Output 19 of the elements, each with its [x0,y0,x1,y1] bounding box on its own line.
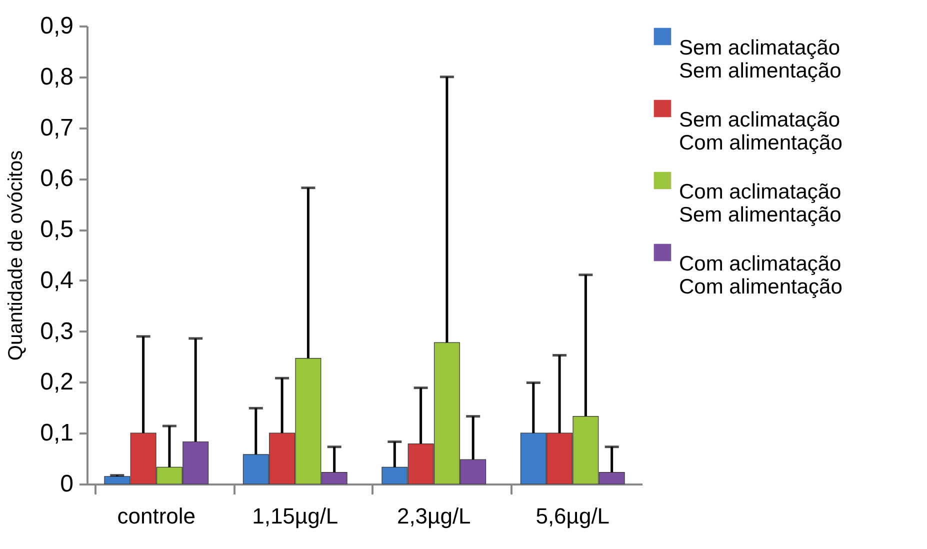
y-tick-label: 0 [60,470,74,498]
x-tick-label: 2,3µg/L [396,504,471,528]
legend-label: Com aclimatação Sem alimentação [679,180,842,226]
legend-label: Sem aclimatação Sem alimentação [679,36,842,82]
y-tick-label: 0,6 [40,165,74,192]
y-tick-label: 0,9 [40,12,74,40]
y-tick-label: 0,5 [40,216,74,244]
legend-label: Sem aclimatação Com alimentação [679,108,842,154]
y-tick-label: 0,3 [40,318,74,345]
y-tick-label: 0,4 [40,266,74,294]
y-tick-label: 0,8 [40,63,74,90]
legend-label: Com aclimatação Com alimentação [679,252,842,298]
x-tick-label: controle [117,504,196,528]
y-tick-label: 0,2 [40,368,74,396]
y-axis-title: Quantidade de ovócitos [5,150,28,361]
y-tick-label: 0,7 [40,114,74,142]
x-tick-label: 5,6µg/L [536,504,610,528]
y-tick-label: 0,1 [40,420,74,447]
x-tick-label: 1,15µg/L [252,504,338,528]
